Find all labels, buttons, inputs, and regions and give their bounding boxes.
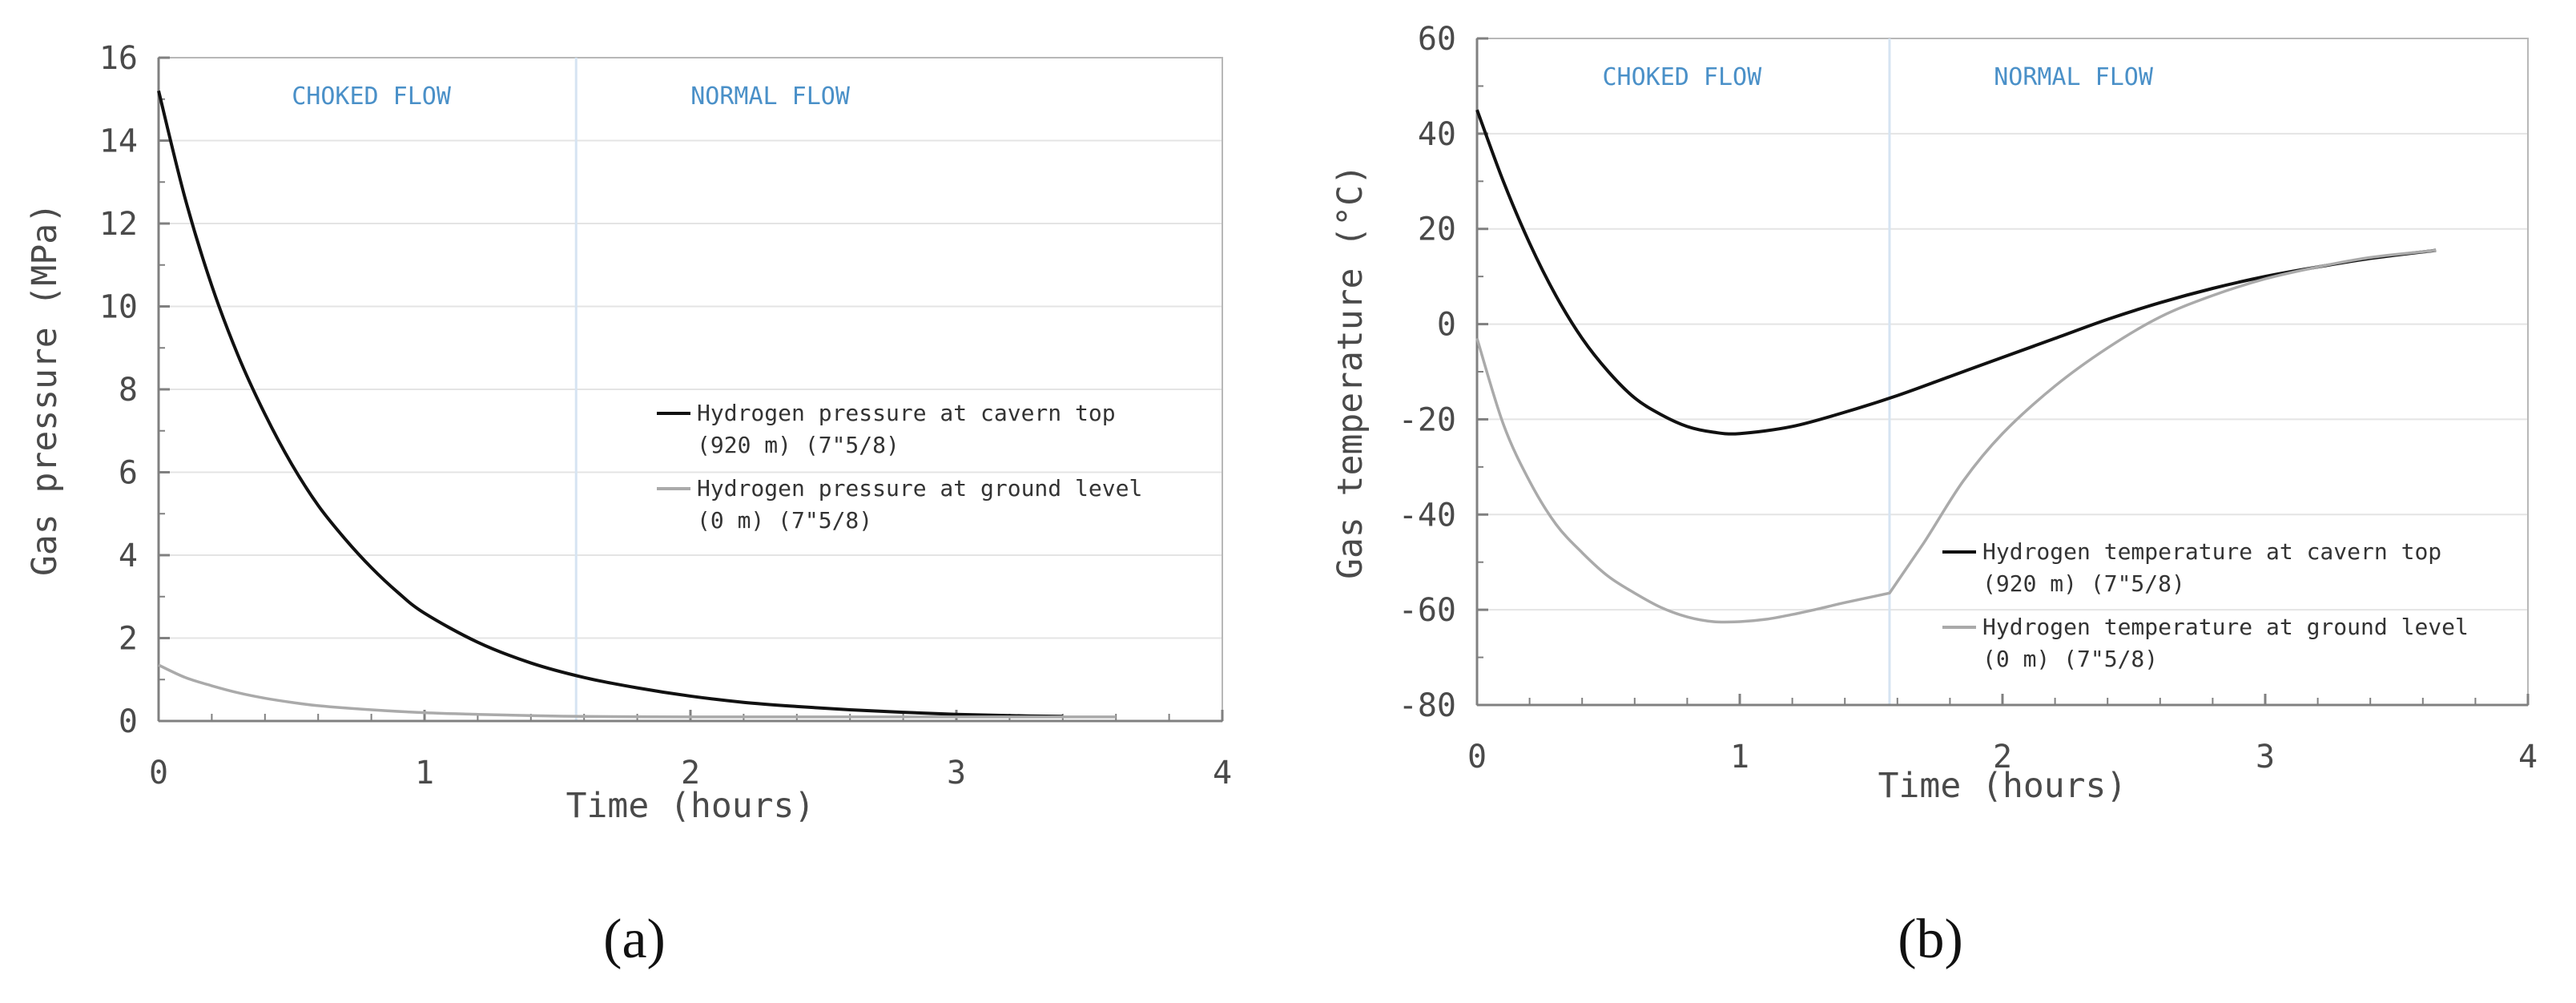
y-tick-label: -80 <box>1399 687 1456 724</box>
panel-label: (b) <box>1898 908 1963 970</box>
y-tick-label: 2 <box>119 621 138 658</box>
y-tick-label: -40 <box>1399 497 1456 534</box>
legend-entry-detail: (920 m) (7"5/8) <box>1982 570 2185 597</box>
y-axis-title: Gas pressure (MPa) <box>25 203 65 576</box>
x-tick-label: 4 <box>2518 739 2538 775</box>
x-axis-title: Time (hours) <box>1878 766 2127 806</box>
y-tick-label: 8 <box>119 372 138 409</box>
region-label-normal: NORMAL FLOW <box>690 83 851 111</box>
region-label-choked: CHOKED FLOW <box>292 83 452 111</box>
y-tick-label: -20 <box>1399 401 1456 438</box>
legend-entry-name: Hydrogen pressure at ground level <box>697 475 1142 502</box>
legend-entry-name: Hydrogen pressure at cavern top <box>697 400 1116 426</box>
y-tick-label: 16 <box>99 40 138 77</box>
y-tick-label: 10 <box>99 289 138 326</box>
chart-panel-b: -80 -60 -40 -20 0 20 40 60 0 1 2 3 4 Time (hours) Gas … <box>1330 21 2538 970</box>
plot-frame <box>1476 38 2529 706</box>
series-line-cavern-top <box>157 90 1063 719</box>
legend: Hydrogen temperature at cavern top (920 m… <box>1942 538 2469 672</box>
region-label-choked: CHOKED FLOW <box>1602 63 1762 91</box>
x-tick-label: 0 <box>1467 739 1487 775</box>
y-tick-label: 4 <box>119 538 138 574</box>
legend-entry-detail: (0 m) (7"5/8) <box>697 507 872 534</box>
legend: Hydrogen pressure at cavern top (920 m) (… <box>657 400 1142 534</box>
x-axis-title: Time (hours) <box>566 786 815 826</box>
y-tick-label: 14 <box>99 123 138 160</box>
panel-label: (a) <box>603 908 666 970</box>
legend-entry-detail: (0 m) (7"5/8) <box>1982 646 2158 672</box>
y-tick-label: 60 <box>1418 21 1456 58</box>
y-tick-label: 6 <box>119 455 138 492</box>
series-line-ground-level <box>158 663 1117 719</box>
y-tick-label: 12 <box>99 206 138 243</box>
y-tick-label: 0 <box>1437 307 1456 344</box>
x-tick-label: 1 <box>1730 739 1749 775</box>
region-label-normal: NORMAL FLOW <box>1994 63 2154 91</box>
legend-entry-name: Hydrogen temperature at cavern top <box>1982 538 2441 565</box>
x-tick-label: 3 <box>947 755 966 792</box>
y-tick-label: -60 <box>1399 592 1456 629</box>
x-tick-label: 0 <box>149 755 168 792</box>
x-tick-label: 3 <box>2256 739 2275 775</box>
x-tick-label: 4 <box>1213 755 1232 792</box>
series-line-cavern-top <box>1475 109 2437 436</box>
x-tick-label: 2 <box>1993 739 2012 775</box>
legend-entry-name: Hydrogen temperature at ground level <box>1982 614 2469 640</box>
y-tick-label: 0 <box>119 703 138 740</box>
x-tick-label: 2 <box>681 755 700 792</box>
legend-entry-detail: (920 m) (7"5/8) <box>697 432 900 458</box>
series-line-ground-level <box>1475 248 2437 624</box>
x-tick-label: 1 <box>415 755 434 792</box>
y-tick-label: 20 <box>1418 211 1456 248</box>
y-tick-label: 40 <box>1418 116 1456 153</box>
y-axis-title: Gas temperature (°C) <box>1330 164 1371 579</box>
